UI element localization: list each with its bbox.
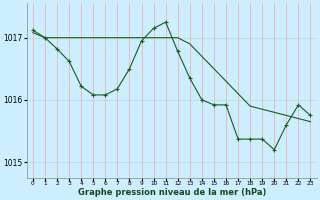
X-axis label: Graphe pression niveau de la mer (hPa): Graphe pression niveau de la mer (hPa) bbox=[77, 188, 266, 197]
